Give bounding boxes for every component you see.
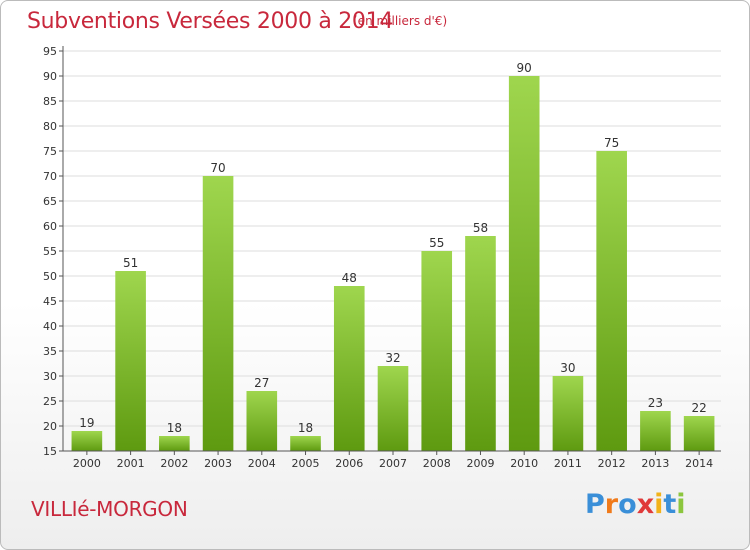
x-tick-label: 2004 [248,457,276,470]
data-label: 27 [254,376,269,390]
data-label: 23 [648,396,663,410]
logo-letter: x [636,489,655,520]
bar-2002 [159,436,190,451]
data-label: 18 [298,421,313,435]
data-label: 90 [517,61,532,75]
y-tick-label: 40 [43,320,57,333]
y-tick-label: 50 [43,270,57,283]
bar-2006 [333,286,365,451]
y-tick-label: 60 [43,220,57,233]
chart-subtitle: (en milliers d'€) [353,14,448,28]
y-tick-label: 70 [43,170,57,183]
logo-letter: t [663,489,677,520]
bar-2010 [508,76,540,451]
logo-letter: i [654,489,664,520]
x-tick-label: 2003 [204,457,232,470]
bar-2013 [640,411,671,451]
y-tick-label: 90 [43,70,57,83]
data-label: 51 [123,256,138,270]
logo-letter: r [604,489,619,520]
x-tick-label: 2011 [554,457,582,470]
data-label: 19 [79,416,94,430]
bars [71,76,715,451]
commune-name: VILLIé-MORGON [31,497,188,521]
y-tick-label: 35 [43,345,57,358]
x-tick-label: 2014 [685,457,713,470]
bar-2008 [421,251,453,451]
data-label: 48 [342,271,357,285]
data-label: 75 [604,136,619,150]
x-tick-label: 2006 [335,457,363,470]
y-tick-label: 45 [43,295,57,308]
bar-2001 [115,271,146,451]
data-label: 22 [691,401,706,415]
bar-2014 [683,416,715,451]
bar-2003 [202,176,234,451]
x-tick-label: 2013 [641,457,669,470]
x-tick-label: 2010 [510,457,538,470]
y-tick-label: 15 [43,445,57,458]
x-tick-label: 2000 [73,457,101,470]
y-tick-label: 95 [43,45,57,58]
labels: 15 20 25 30 35 40 45 50 55 60 65 70 75 80 85 90 95 2000 19… [43,45,713,470]
data-label: 70 [210,161,225,175]
bar-2011 [552,376,584,451]
y-tick-label: 55 [43,245,57,258]
y-tick-label: 80 [43,120,57,133]
bar-2007 [377,366,409,451]
y-tick-label: 75 [43,145,57,158]
data-label: 58 [473,221,488,235]
y-tick-label: 20 [43,420,57,433]
data-label: 30 [560,361,575,375]
x-tick-label: 2008 [423,457,451,470]
bar-2000 [71,431,103,451]
bar-2012 [596,151,627,451]
bar-2004 [246,391,278,451]
y-tick-label: 25 [43,395,57,408]
x-tick-label: 2002 [160,457,188,470]
logo-letter: o [618,489,637,520]
y-tick-label: 65 [43,195,57,208]
x-tick-label: 2001 [117,457,145,470]
y-tick-label: 85 [43,95,57,108]
y-tick-label: 30 [43,370,57,383]
data-label: 18 [167,421,182,435]
data-label: 32 [385,351,400,365]
x-tick-label: 2012 [598,457,626,470]
bar-2009 [465,236,496,451]
proxiti-logo: Proxiti [585,489,686,520]
data-label: 55 [429,236,444,250]
x-tick-label: 2005 [292,457,320,470]
chart-title: Subventions Versées 2000 à 2014 [27,9,394,34]
x-tick-label: 2009 [466,457,494,470]
logo-letter: P [585,489,605,520]
x-tick-label: 2007 [379,457,407,470]
bar-2005 [290,436,321,451]
axes [59,46,721,455]
logo-letter: i [676,489,686,520]
